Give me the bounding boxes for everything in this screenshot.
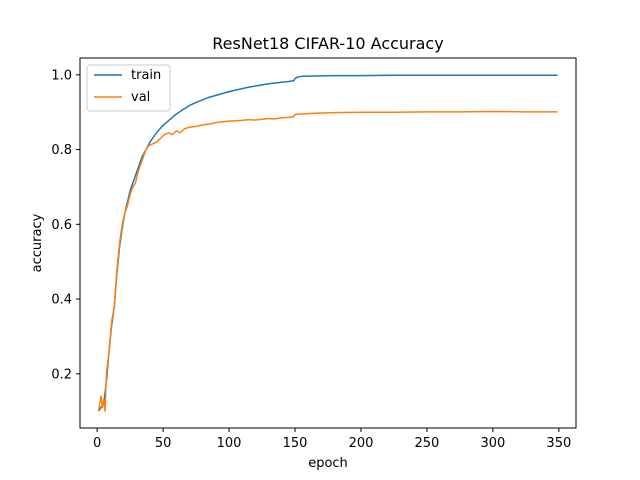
- plot-frame: [79, 57, 577, 429]
- legend-label-val: val: [131, 90, 150, 105]
- x-tick-label: 150: [283, 436, 308, 451]
- chart-title: ResNet18 CIFAR-10 Accuracy: [212, 34, 443, 53]
- legend-box: [86, 64, 171, 112]
- x-tick-label: 300: [480, 436, 505, 451]
- y-tick-label: 1.0: [51, 68, 72, 83]
- y-tick-label: 0.6: [51, 218, 72, 233]
- x-tick-label: 0: [93, 436, 101, 451]
- y-axis-label: accuracy: [30, 213, 45, 272]
- x-tick-label: 250: [415, 436, 440, 451]
- series-line-val: [97, 110, 558, 412]
- legend: train val: [86, 64, 171, 112]
- x-tick-label: 50: [155, 436, 172, 451]
- x-tick-label: 350: [546, 436, 571, 451]
- plot-area: [79, 57, 577, 429]
- x-axis-ticks: 0 50 100 150 200 250 300 350: [93, 428, 571, 451]
- plot-background: [80, 58, 576, 428]
- x-tick-label: 100: [217, 436, 242, 451]
- x-tick-label: 200: [349, 436, 374, 451]
- y-tick-label: 0.2: [51, 367, 72, 382]
- x-axis-label: epoch: [308, 456, 348, 471]
- y-axis-ticks: 0.2 0.4 0.6 0.8 1.0: [51, 68, 80, 382]
- y-tick-label: 0.4: [51, 293, 72, 308]
- y-tick-label: 0.8: [51, 143, 72, 158]
- series-layer: [97, 74, 558, 412]
- legend-label-train: train: [131, 68, 161, 83]
